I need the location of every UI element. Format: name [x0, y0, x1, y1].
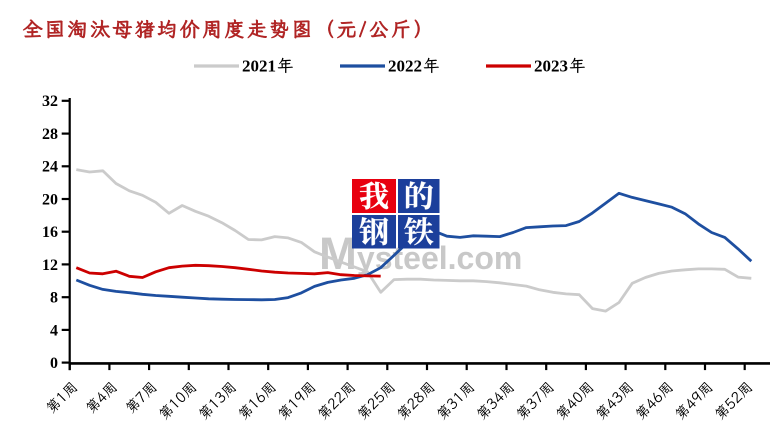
svg-text:8: 8 — [50, 290, 58, 307]
svg-text:24: 24 — [42, 159, 58, 176]
svg-text:20: 20 — [42, 191, 58, 208]
svg-text:2023: 2023 — [534, 56, 568, 75]
svg-text:2022: 2022 — [388, 56, 422, 75]
svg-text:0: 0 — [50, 355, 58, 372]
svg-text:32: 32 — [42, 93, 58, 110]
svg-text:16: 16 — [42, 224, 58, 241]
svg-text:28: 28 — [42, 126, 58, 143]
svg-text:2021: 2021 — [242, 56, 276, 75]
svg-text:12: 12 — [42, 257, 58, 274]
svg-text:4: 4 — [50, 322, 58, 339]
